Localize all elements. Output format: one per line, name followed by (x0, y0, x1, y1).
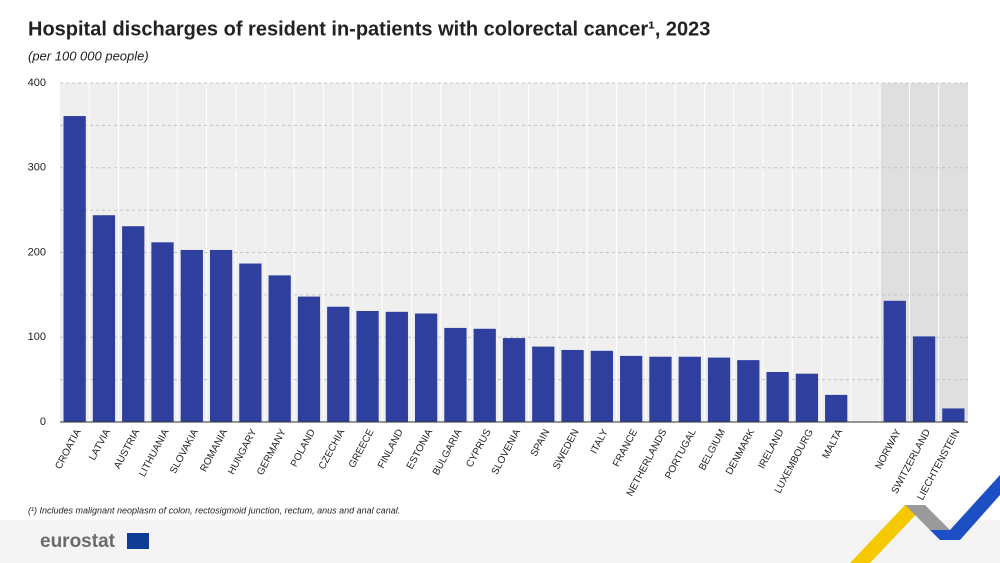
bar (912, 336, 936, 422)
source-logo: eurostat (40, 531, 116, 552)
bar (268, 275, 291, 422)
bar (795, 373, 819, 422)
bar (122, 226, 145, 422)
bar (297, 296, 321, 422)
bar (502, 338, 526, 422)
y-tick-label: 300 (28, 162, 46, 174)
y-tick-label: 200 (28, 246, 46, 258)
bar (590, 350, 614, 422)
decor-blue (930, 475, 1000, 540)
bar (151, 242, 174, 422)
bar (707, 357, 731, 422)
bar (239, 263, 262, 422)
bar (942, 408, 965, 422)
bar (825, 394, 848, 422)
footnote: (¹) Includes malignant neoplasm of colon… (28, 505, 400, 515)
y-tick-label: 100 (28, 331, 46, 343)
bar (561, 349, 584, 422)
decor-gray (905, 505, 950, 530)
bar (63, 116, 86, 423)
bar (883, 300, 906, 422)
bar (620, 355, 643, 422)
eu-flag (127, 533, 149, 549)
bar (385, 311, 408, 422)
bar (327, 306, 350, 422)
bar (356, 310, 379, 422)
chart-title: Hospital discharges of resident in-patie… (28, 18, 710, 40)
bar (444, 327, 467, 422)
bar (737, 360, 760, 422)
bar (92, 215, 116, 422)
y-tick-label: 0 (40, 416, 46, 428)
footer-band (0, 520, 1000, 563)
bar (678, 356, 701, 422)
bar (766, 371, 789, 422)
bar (414, 313, 438, 422)
bar (209, 249, 233, 422)
bar (532, 346, 555, 422)
bar (180, 249, 203, 422)
y-tick-label: 400 (28, 77, 46, 89)
decor-yellow (850, 505, 925, 563)
bar (649, 356, 672, 422)
bar (473, 328, 496, 422)
chart-subtitle: (per 100 000 people) (28, 48, 149, 63)
